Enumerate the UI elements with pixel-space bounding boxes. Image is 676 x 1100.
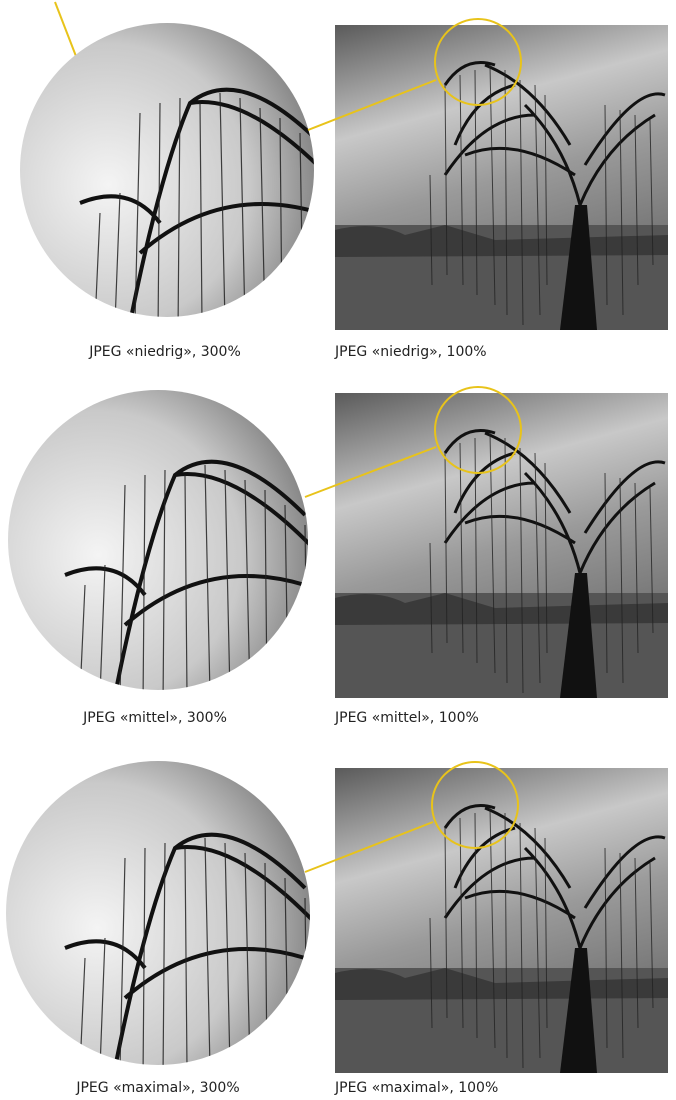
full-image — [333, 393, 670, 700]
full-caption: JPEG «niedrig», 100% — [334, 344, 487, 360]
zoom-connector — [304, 446, 437, 498]
zoom-marker — [431, 761, 519, 849]
zoom-marker — [434, 18, 522, 106]
zoom-image — [20, 23, 314, 317]
full-caption: JPEG «mittel», 100% — [334, 710, 479, 726]
zoom-caption: JPEG «niedrig», 300% — [88, 344, 241, 360]
zoom-caption: JPEG «mittel», 300% — [82, 710, 227, 726]
zoom-image — [8, 390, 308, 690]
full-image — [333, 768, 670, 1075]
full-image — [333, 25, 670, 332]
zoom-image — [6, 761, 310, 1065]
zoom-connector — [304, 821, 434, 873]
zoom-caption: JPEG «maximal», 300% — [75, 1080, 239, 1096]
zoom-connector — [307, 79, 437, 131]
zoom-marker — [434, 386, 522, 474]
full-caption: JPEG «maximal», 100% — [334, 1080, 498, 1096]
